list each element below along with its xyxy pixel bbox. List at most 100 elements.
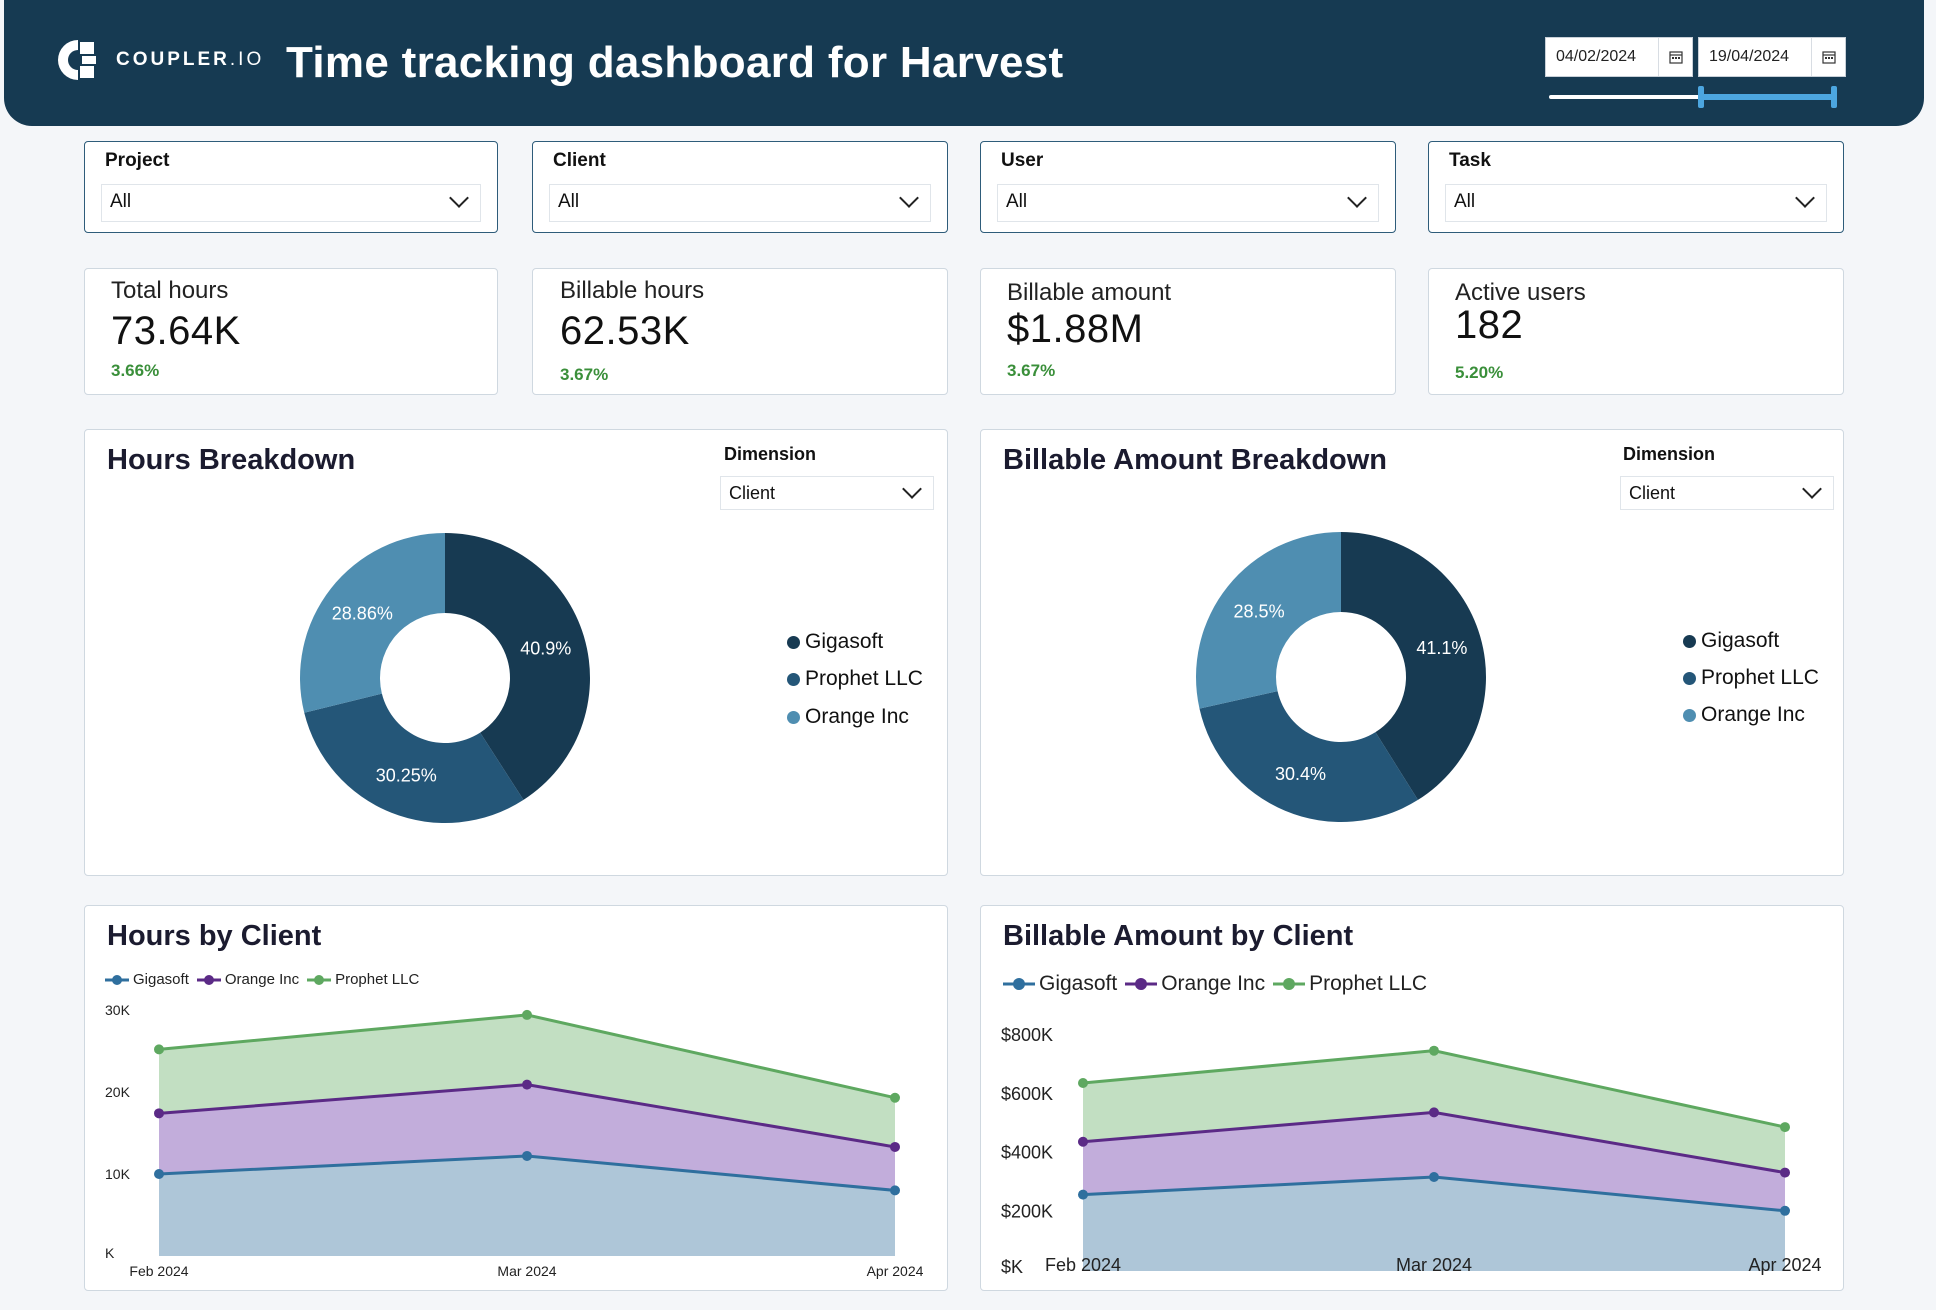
kpi-billable-hours: Billable hours 62.53K 3.67% (532, 268, 948, 395)
date-from-input[interactable]: 04/02/2024 (1545, 37, 1693, 77)
legend-item-prophet: Prophet LLC (1273, 972, 1427, 996)
kpi-active-users: Active users 182 5.20% (1428, 268, 1844, 395)
line-legend: Gigasoft Orange Inc Prophet LLC (105, 971, 427, 988)
chevron-down-icon (1347, 188, 1367, 208)
filter-project: Project All (84, 141, 498, 233)
calendar-icon[interactable] (1658, 38, 1692, 76)
data-point[interactable] (890, 1092, 900, 1103)
legend-item-prophet: Prophet LLC (787, 667, 923, 691)
coupler-logo-icon (54, 36, 102, 84)
kpi-value: 73.64K (111, 309, 241, 353)
donut-slice-gigasoft[interactable] (1341, 532, 1486, 800)
x-tick-label: Mar 2024 (1396, 1255, 1472, 1275)
legend-item-gigasoft: Gigasoft (1683, 629, 1779, 653)
legend-dot (787, 710, 800, 724)
data-point[interactable] (1429, 1107, 1439, 1118)
legend-item-gigasoft: Gigasoft (1003, 972, 1117, 996)
panel-title: Billable Amount Breakdown (1003, 444, 1388, 476)
legend-item-orange: Orange Inc (1125, 972, 1265, 996)
filter-task-dropdown[interactable]: All (1445, 184, 1827, 222)
date-range-slider-track[interactable] (1549, 95, 1835, 99)
donut-slice-prophet-llc[interactable] (304, 693, 524, 823)
data-point[interactable] (1078, 1136, 1088, 1147)
legend-item-orange: Orange Inc (787, 705, 909, 729)
filter-client-label: Client (553, 150, 606, 171)
legend-dot (1683, 671, 1696, 685)
filter-task-value: All (1454, 191, 1476, 212)
donut-slice-prophet-llc[interactable] (1199, 691, 1418, 822)
data-point[interactable] (522, 1079, 532, 1090)
y-tick-label: K (105, 1245, 115, 1261)
data-point[interactable] (522, 1150, 532, 1161)
legend-item-prophet: Prophet LLC (1683, 666, 1819, 690)
dimension-dropdown[interactable]: Client (1620, 476, 1834, 510)
y-tick-label: $400K (1001, 1143, 1053, 1163)
kpi-total-hours: Total hours 73.64K 3.66% (84, 268, 498, 395)
date-range-slider-fill (1701, 94, 1835, 100)
kpi-value: $1.88M (1007, 307, 1144, 351)
y-tick-label: 30K (105, 1002, 131, 1018)
data-point[interactable] (1078, 1189, 1088, 1200)
legend-dot (1683, 708, 1696, 722)
hours-by-client-panel: Hours by Client Gigasoft Orange Inc Prop… (84, 905, 948, 1291)
filter-project-value: All (110, 191, 132, 212)
kpi-label: Active users (1455, 279, 1586, 306)
donut-data-label: 30.4% (1275, 764, 1326, 784)
chevron-down-icon (1802, 479, 1822, 499)
dimension-dropdown[interactable]: Client (720, 476, 934, 510)
legend-item-orange: Orange Inc (1683, 703, 1805, 727)
data-point[interactable] (890, 1185, 900, 1196)
data-point[interactable] (154, 1169, 164, 1179)
legend-label: Prophet LLC (805, 667, 923, 690)
date-range-end-handle[interactable] (1831, 86, 1837, 108)
donut-slice-gigasoft[interactable] (445, 533, 591, 800)
data-point[interactable] (890, 1141, 900, 1152)
filter-user-label: User (1001, 150, 1044, 171)
date-range-start-handle[interactable] (1698, 86, 1704, 108)
donut-slice-orange-inc[interactable] (300, 533, 445, 713)
date-to-input[interactable]: 19/04/2024 (1698, 37, 1846, 77)
calendar-icon[interactable] (1811, 38, 1845, 76)
legend-label: Orange Inc (805, 705, 909, 728)
y-tick-label: $800K (1001, 1025, 1053, 1045)
kpi-change: 3.67% (560, 365, 609, 384)
filter-user-dropdown[interactable]: All (997, 184, 1379, 222)
data-point[interactable] (154, 1108, 164, 1119)
data-point[interactable] (1429, 1045, 1439, 1056)
panel-title: Hours by Client (107, 920, 322, 952)
data-point[interactable] (154, 1044, 164, 1055)
area-orange-inc (1083, 1112, 1785, 1211)
legend-item-gigasoft: Gigasoft (787, 630, 883, 654)
kpi-change: 5.20% (1455, 363, 1504, 382)
filter-task-label: Task (1449, 150, 1491, 171)
y-tick-label: $600K (1001, 1084, 1053, 1104)
y-tick-label: $200K (1001, 1201, 1053, 1221)
data-point[interactable] (522, 1009, 532, 1020)
header-bar: COUPLER.IO Time tracking dashboard for H… (4, 0, 1924, 126)
filter-client-value: All (558, 191, 580, 212)
data-point[interactable] (1780, 1167, 1790, 1178)
kpi-change: 3.67% (1007, 361, 1056, 380)
x-tick-label: Feb 2024 (1045, 1255, 1121, 1275)
legend-item-orange: Orange Inc (196, 971, 299, 988)
data-point[interactable] (1078, 1078, 1088, 1088)
donut-data-label: 28.86% (332, 603, 393, 623)
hours-breakdown-panel: Hours Breakdown Dimension Client 40.9% 30… (84, 429, 948, 876)
legend-item-prophet: Prophet LLC (307, 971, 419, 988)
data-point[interactable] (1780, 1122, 1790, 1133)
dimension-label: Dimension (724, 444, 817, 464)
chevron-down-icon (899, 188, 919, 208)
data-point[interactable] (1780, 1205, 1790, 1216)
legend-dot (787, 672, 800, 686)
legend-label: Prophet LLC (1701, 666, 1819, 689)
chevron-down-icon (449, 188, 469, 208)
filter-project-label: Project (105, 150, 170, 171)
kpi-label: Billable amount (1007, 279, 1172, 306)
billable-area-chart: $K $200K $400K $600K $800K Feb 2024 Mar 2024 Ap… (1001, 1025, 1822, 1277)
y-tick-label: $K (1001, 1257, 1023, 1277)
data-point[interactable] (1429, 1172, 1439, 1182)
donut-slice-orange-inc[interactable] (1196, 532, 1341, 709)
filter-client-dropdown[interactable]: All (549, 184, 931, 222)
filter-project-dropdown[interactable]: All (101, 184, 481, 222)
y-tick-label: 10K (105, 1166, 131, 1182)
